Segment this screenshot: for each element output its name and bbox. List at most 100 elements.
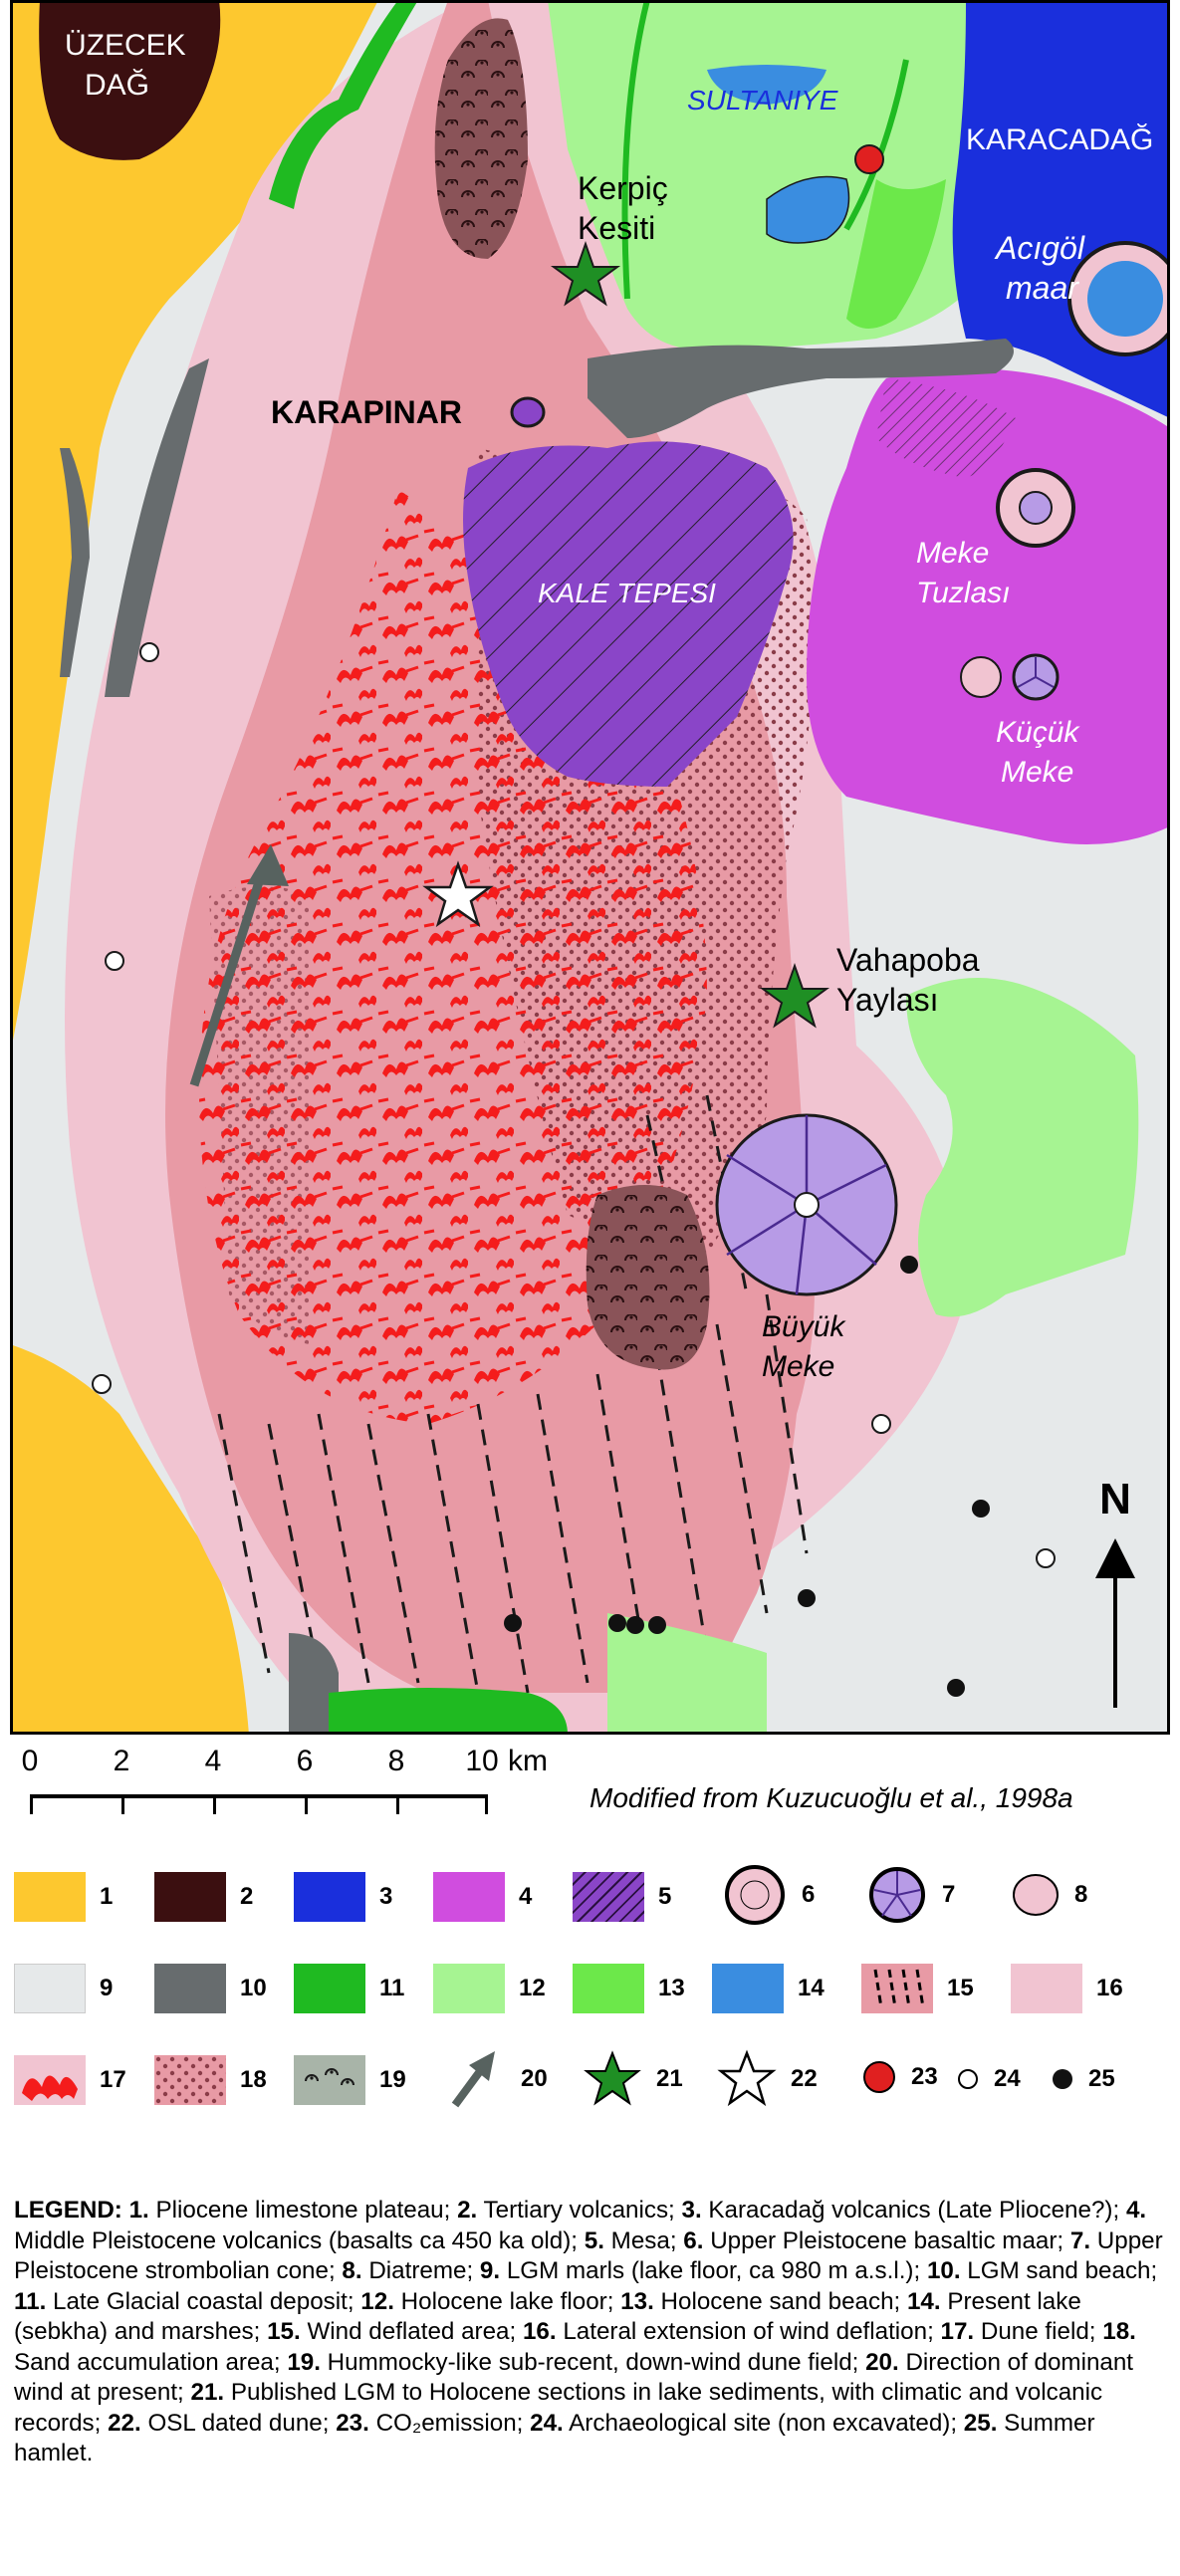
meke-volcanics: [807, 368, 1170, 844]
legend-key-16: 16: [1011, 1964, 1123, 2013]
green-star-icon: [584, 2050, 641, 2106]
legend-description: LEGEND: 1. Pliocene limestone plateau; 2…: [14, 2196, 1169, 2469]
legend-key-13: 13: [573, 1964, 685, 2013]
north-label: N: [1099, 1475, 1131, 1523]
legend-item: 14. Present lake (sebkha) and marshes;: [14, 2287, 1081, 2346]
scale-tick-label: 6: [296, 1745, 314, 1777]
scale-tick: [30, 1794, 33, 1814]
dune-swatch: [14, 2055, 86, 2105]
legend-item: 11. Late Glacial coastal deposit;: [14, 2287, 354, 2315]
pale-green-swatch: [433, 1964, 505, 2013]
kale-tepesi-label: KALE TEPESI: [538, 578, 716, 608]
legend-heading: LEGEND:: [14, 2197, 122, 2224]
strombolian-cone-icon: [869, 1867, 925, 1923]
legend-item: 12. Holocene lake floor;: [360, 2287, 614, 2315]
geologic-map: N ÜZECEK DAĞ SULTANIYE KARACADAĞ Kerpiç …: [10, 0, 1170, 1735]
legend-item: 16. Lateral extension of wind deflation;: [522, 2318, 934, 2345]
legend-key-25: 25: [1051, 2065, 1115, 2093]
scale-line: [30, 1794, 488, 1798]
wind-direction-arrow: [189, 844, 289, 1087]
co2-emission-dot: [854, 144, 884, 174]
yellow-swatch: [14, 1872, 86, 1922]
karapinar-label: KARAPINAR: [271, 394, 462, 430]
legend-key-3: 3: [294, 1872, 392, 1922]
legend-key-6: 6: [722, 1862, 815, 1928]
mesa-hatched-swatch: [573, 1872, 644, 1922]
kucuk-meke-label-1: Küçük: [996, 716, 1080, 749]
legend-item: 23. CO₂emission;: [336, 2409, 524, 2437]
legend-item: 9. LGM marls (lake floor, ca 980 m a.s.l…: [479, 2257, 921, 2284]
kerpic-label: Kerpiç: [578, 170, 668, 206]
dark-brown-swatch: [154, 1872, 226, 1922]
legend-keys: 1 2 3 4 5 6 7 8 9 10 11 12 13 14: [0, 1865, 1180, 2171]
legend-item: 17. Dune field;: [940, 2318, 1096, 2345]
legend-key-19: 19: [294, 2055, 406, 2105]
legend-key-20: 20: [443, 2047, 548, 2111]
kerpic-kesiti-section-star: [550, 240, 621, 307]
legend-item: 13. Holocene sand beach;: [620, 2287, 901, 2315]
kucuk-meke-label-2: Meke: [1001, 756, 1073, 789]
wind-deflated-swatch: [861, 1964, 933, 2013]
scale-bar-area: 0 2 4 6 8 10 km Modified from Kuzucuoğlu…: [10, 1743, 1170, 1852]
legend-item: 18. Sand accumulation area;: [14, 2318, 1136, 2376]
legend-item: 6. Upper Pleistocene basaltic maar;: [683, 2226, 1064, 2254]
osl-dated-dune-star: [422, 860, 494, 928]
scale-tick-label: 10: [465, 1745, 499, 1777]
scale-tick-label: 0: [21, 1745, 39, 1777]
legend-key-18: 18: [154, 2055, 267, 2105]
legend-item: 3. Karacadağ volcanics (Late Pliocene?);: [681, 2197, 1120, 2224]
legend-key-24: 24: [956, 2065, 1021, 2093]
light-grey-swatch: [14, 1964, 86, 2013]
dotted-pink-swatch: [154, 2055, 226, 2105]
legend-item: 24. Archaeological site (non excavated);: [530, 2409, 958, 2437]
legend-item: 1. Pliocene limestone plateau;: [128, 2197, 451, 2224]
legend-key-1: 1: [14, 1872, 113, 1922]
sultaniye-label: SULTANIYE: [687, 85, 838, 116]
map-citation: Modified from Kuzucuoğlu et al., 1998a: [590, 1782, 1073, 1813]
scale-tick: [305, 1794, 308, 1814]
meke-tuzlasi-label-1: Meke: [916, 537, 989, 570]
light-blue-swatch: [712, 1964, 784, 2013]
legend-item: 10. LGM sand beach;: [926, 2257, 1158, 2284]
white-dot-icon: [958, 2069, 978, 2089]
legend-key-2: 2: [154, 1872, 253, 1922]
legend-key-5: 5: [573, 1872, 671, 1922]
legend-item: 20. Direction of dominant wind at presen…: [14, 2348, 1134, 2407]
vahapoba-section-star: [759, 962, 830, 1029]
meke-tuzlasi-label-2: Tuzlası: [916, 577, 1010, 609]
blue-swatch: [294, 1872, 365, 1922]
uzecek-dag-volcanics: [39, 0, 221, 160]
legend-item: 15. Wind deflated area;: [267, 2318, 517, 2345]
north-arrow: N: [1095, 1475, 1135, 1708]
vahapoba-label-2: Yaylası: [836, 982, 939, 1018]
legend-key-22: 22: [717, 2049, 818, 2109]
legend-item: 21. Published LGM to Holocene sections i…: [14, 2379, 1103, 2437]
black-dot-icon: [1053, 2069, 1072, 2089]
diatreme-icon: [1013, 1874, 1059, 1916]
maar-icon: [725, 1865, 785, 1925]
scale-tick: [396, 1794, 399, 1814]
legend-item: 4. Middle Pleistocene volcanics (basalts…: [14, 2197, 1147, 2254]
karacadag-label: KARACADAĞ: [966, 123, 1153, 156]
red-dot-icon: [863, 2061, 895, 2093]
white-star-icon: [717, 2049, 777, 2107]
legend-item: 25. Summer hamlet.: [14, 2409, 1095, 2467]
scale-tick-label: 2: [113, 1745, 130, 1777]
scale-tick: [213, 1794, 216, 1814]
legend-item: 7. Upper Pleistocene strombolian cone;: [14, 2226, 1163, 2285]
legend-key-12: 12: [433, 1964, 546, 2013]
archaeological-sites: [92, 642, 1056, 1568]
scale-tick-label: 8: [387, 1745, 405, 1777]
dag-label: DAĞ: [85, 69, 149, 102]
acigol-maar: [1067, 241, 1170, 356]
hummocky-swatch: [294, 2055, 365, 2105]
legend-key-8: 8: [1011, 1872, 1087, 1918]
scale-tick: [121, 1794, 124, 1814]
scale-tick: [485, 1794, 488, 1814]
wind-arrow-icon: [451, 2051, 495, 2108]
scale-unit: km: [508, 1745, 548, 1777]
legend-key-11: 11: [294, 1964, 404, 2013]
acigol-label: Acıgöl: [994, 230, 1085, 266]
vahapoba-label-1: Vahapoba: [836, 942, 980, 978]
legend-key-9: 9: [14, 1964, 113, 2013]
